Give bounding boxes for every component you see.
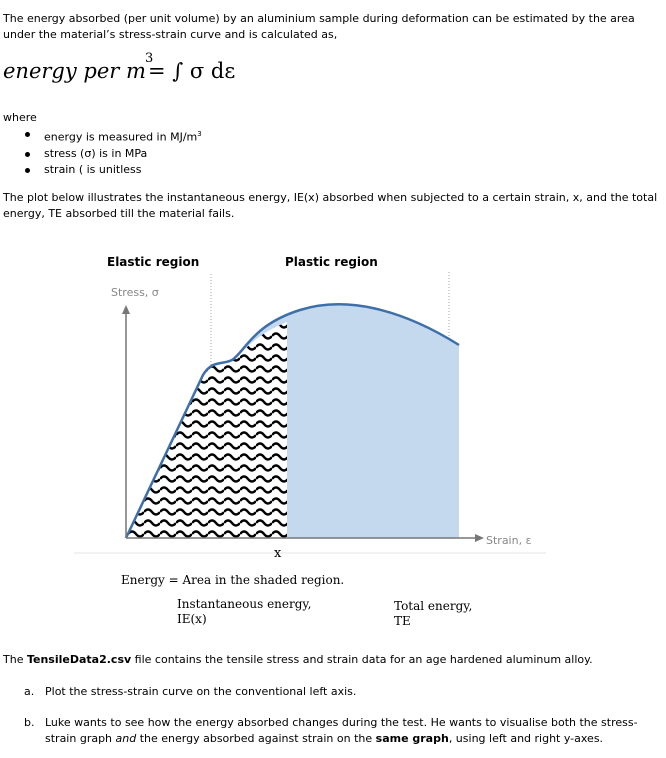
question-a-number: a. [24, 685, 35, 698]
y-axis-label: Stress, σ [111, 286, 159, 299]
energy-equation: Energy = Area in the shaded region. [121, 573, 345, 587]
x-axis-arrow [475, 534, 484, 542]
data-filename: TensileData2.csv [26, 653, 132, 666]
legend-te-line1: Total energy, [394, 599, 473, 613]
data-prefix: The [3, 653, 27, 666]
formula-exponent: 3 [145, 51, 154, 66]
question-b-p2: the energy absorbed against strain on th… [136, 732, 376, 745]
stress-strain-figure [74, 272, 546, 554]
intro-paragraph: The energy absorbed (per unit volume) by… [3, 12, 635, 41]
question-a: a. Plot the stress-strain curve on the c… [24, 684, 356, 700]
question-b-and: and [115, 732, 137, 745]
question-a-text: Plot the stress-strain curve on the conv… [45, 685, 357, 698]
legend-ie-line1: Instantaneous energy, [177, 597, 312, 611]
legend-te-line2: TE [394, 614, 411, 628]
question-b-same: same graph [375, 732, 449, 745]
plot-description: The plot below illustrates the instantan… [3, 191, 658, 220]
question-b: b. Luke wants to see how the energy abso… [24, 715, 654, 747]
where-label: where [3, 111, 37, 124]
instantaneous-energy-area [126, 322, 287, 538]
formula-rhs: = ∫ σ dε [148, 59, 236, 83]
legend-ie-label: Instantaneous energy, IE(x) [177, 597, 311, 627]
energy-formula: energy per m 3 = ∫ σ dε [3, 51, 235, 83]
strain-x-marker: x [274, 546, 282, 561]
bullet-strain: strain ( is unitless [22, 162, 202, 178]
bullet-energy: energy is measured in MJ/m3 [22, 126, 202, 146]
legend-te-label: Total energy, TE [394, 599, 472, 629]
plastic-region-label: Plastic region [285, 255, 378, 269]
data-suffix: file contains the tensile stress and str… [131, 653, 593, 666]
stress-strain-curve [124, 303, 460, 539]
bullet-stress: stress (σ) is in MPa [22, 146, 202, 162]
question-b-p3: , using left and right y-axes. [448, 732, 604, 745]
y-axis-arrow [122, 305, 130, 314]
question-b-p1: Luke wants to see how the energy absorbe… [45, 716, 638, 745]
question-b-text: Luke wants to see how the energy absorbe… [24, 715, 654, 747]
units-list: energy is measured in MJ/m3 stress (σ) i… [22, 126, 202, 178]
bullet-energy-text: energy is measured in MJ/m [44, 130, 198, 144]
elastic-region-label: Elastic region [107, 255, 200, 269]
question-b-number: b. [24, 716, 35, 729]
x-axis-label: Strain, ε [486, 534, 532, 547]
data-paragraph: The TensileData2.csv file contains the t… [3, 652, 658, 668]
bullet-energy-sup: 3 [197, 130, 202, 138]
legend-ie-line2: IE(x) [177, 612, 207, 626]
formula-lhs: energy per m [3, 59, 146, 83]
